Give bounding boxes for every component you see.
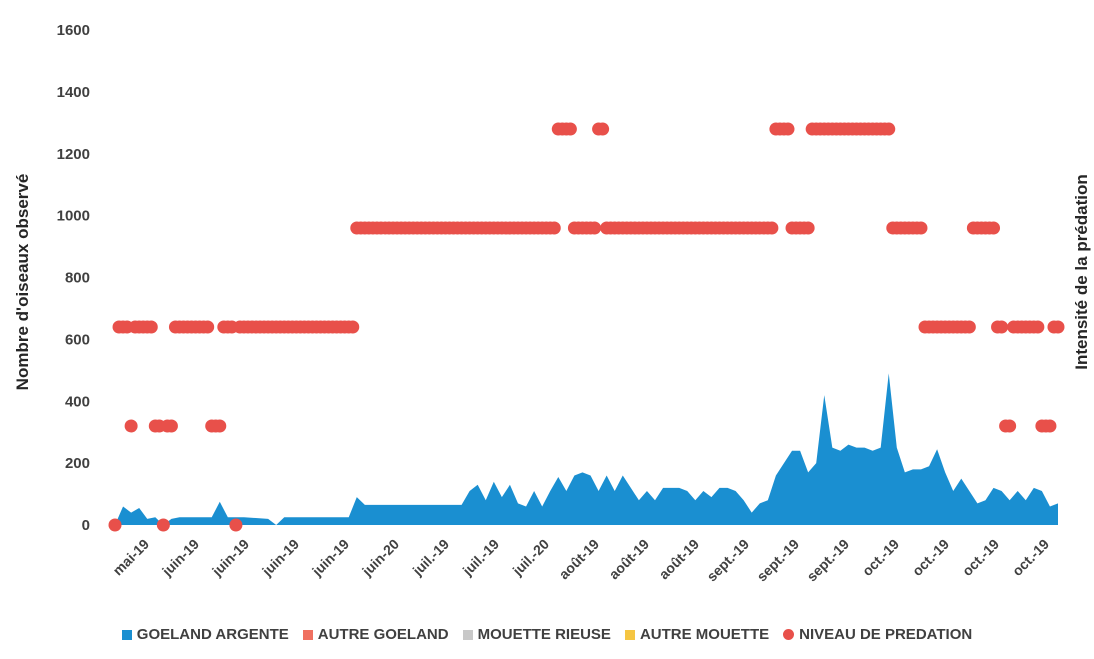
x-tick-label: juin-19 <box>158 536 202 580</box>
predation-dot <box>781 122 795 136</box>
predation-dot <box>547 221 561 235</box>
y-tick-label: 1200 <box>57 146 90 163</box>
predation-dot <box>801 221 815 235</box>
y-tick-label: 0 <box>82 517 90 534</box>
predation-dot <box>995 320 1009 334</box>
predation-dot <box>229 518 243 532</box>
legend-swatch <box>462 629 473 640</box>
y-tick-labels: 0 200 400 600 800 1000 1200 1400 1600 <box>57 22 90 534</box>
area-goeland-argente <box>115 373 1058 525</box>
predation-dot <box>108 518 122 532</box>
legend-item: AUTRE MOUETTE <box>624 626 770 643</box>
predation-dot <box>1003 419 1017 433</box>
predation-dot <box>1043 419 1057 433</box>
legend-label: GOELAND ARGENTE <box>136 626 289 643</box>
y-tick-label: 600 <box>65 331 90 348</box>
y-tick-label: 200 <box>65 455 90 472</box>
legend-item: MOUETTE RIEUSE <box>462 626 611 643</box>
y-tick-label: 800 <box>65 270 90 287</box>
y-tick-label: 400 <box>65 393 90 410</box>
y-axis-label-right: Intensité de la prédation <box>1072 174 1091 370</box>
x-tick-label: août-19 <box>606 536 653 583</box>
predation-dot <box>1051 320 1065 334</box>
legend-item: NIVEAU DE PREDATION <box>783 626 972 643</box>
x-tick-label: juil.-19 <box>459 536 503 580</box>
y-tick-label: 1400 <box>57 84 90 101</box>
predation-dot <box>213 419 227 433</box>
x-tick-labels: mai-19 juin-19 juin-19 juin-19 juin-19 juin-2… <box>109 536 1052 585</box>
y-axis-label-left: Nombre d'oiseaux observé <box>13 174 32 391</box>
predation-dot <box>987 221 1001 235</box>
predation-dot <box>1031 320 1045 334</box>
x-tick-label: oct.-19 <box>959 536 1002 579</box>
legend-label: NIVEAU DE PREDATION <box>799 626 973 643</box>
legend-label: MOUETTE RIEUSE <box>477 626 611 643</box>
x-tick-label: oct.-19 <box>909 536 952 579</box>
x-tick-label: juin-20 <box>358 536 402 580</box>
legend-label: AUTRE GOELAND <box>317 626 449 643</box>
predation-dot <box>164 419 178 433</box>
x-tick-label: juil.-19 <box>409 536 453 580</box>
predation-dot <box>346 320 360 334</box>
legend-label: AUTRE MOUETTE <box>639 626 770 643</box>
predation-dot <box>882 122 896 136</box>
x-tick-label: juin-19 <box>258 536 302 580</box>
x-tick-label: août-19 <box>556 536 603 583</box>
x-tick-label: oct.-19 <box>1009 536 1052 579</box>
predation-dot <box>596 122 610 136</box>
x-tick-label: sept.-19 <box>703 536 752 585</box>
legend: GOELAND ARGENTE AUTRE GOELAND MOUETTE RIEU… <box>0 626 1094 643</box>
predation-dot <box>201 320 215 334</box>
area-series <box>115 373 1058 525</box>
legend-item: GOELAND ARGENTE <box>121 626 289 643</box>
x-tick-label: oct.-19 <box>859 536 902 579</box>
predation-dot <box>144 320 158 334</box>
y-tick-label: 1600 <box>57 22 90 39</box>
predation-dot <box>765 221 779 235</box>
predation-dot <box>914 221 928 235</box>
x-tick-label: août-19 <box>656 536 703 583</box>
x-tick-label: sept.-19 <box>803 536 852 585</box>
predation-dot <box>156 518 170 532</box>
predation-dot <box>124 419 138 433</box>
x-tick-label: juil.-20 <box>509 536 553 580</box>
x-tick-label: juin-19 <box>308 536 352 580</box>
x-tick-label: sept.-19 <box>753 536 802 585</box>
legend-swatch <box>121 629 132 640</box>
predation-dot <box>962 320 976 334</box>
legend-swatch <box>624 629 635 640</box>
predation-dots <box>108 122 1065 532</box>
predation-dot <box>563 122 577 136</box>
x-tick-label: mai-19 <box>109 536 152 579</box>
legend-swatch <box>783 629 795 640</box>
predation-dot <box>588 221 602 235</box>
x-tick-label: juin-19 <box>208 536 252 580</box>
y-tick-label: 1000 <box>57 208 90 225</box>
legend-swatch <box>302 629 313 640</box>
legend-item: AUTRE GOELAND <box>302 626 449 643</box>
